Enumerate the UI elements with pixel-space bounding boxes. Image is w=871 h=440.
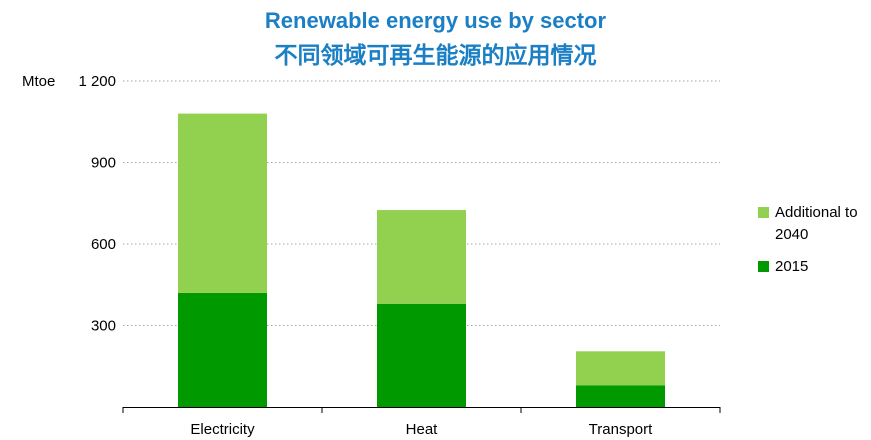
legend-label-additional: Additional to 2040 [775,204,858,243]
x-tick-label-electricity: Electricity [190,421,255,438]
y-tick-label-900: 900 [91,155,116,172]
legend-item-additional: Additional to 2040 [758,202,865,246]
bar-heat-additional [377,210,466,304]
chart-title: Renewable energy use by sector [264,8,607,33]
y-tick-label-300: 300 [91,318,116,335]
x-tick-label-heat: Heat [406,421,439,438]
legend-swatch-additional [758,207,769,218]
legend-item-2015: 2015 [758,256,865,278]
legend-swatch-2015 [758,261,769,272]
legend: Additional to 2040 2015 [758,202,865,288]
bar-electricity-additional [178,113,267,293]
y-axis-unit-label: Mtoe [22,73,55,90]
bar-transport-additional [576,351,665,386]
x-tick-label-transport: Transport [589,421,653,438]
bar-heat-2015 [377,303,466,407]
y-tick-label-1200: 1 200 [78,73,116,90]
bar-transport-2015 [576,385,665,407]
legend-label-2015: 2015 [775,258,809,275]
chart-subtitle: 不同领域可再生能源的应用情况 [274,43,597,69]
y-tick-label-600: 600 [91,236,116,253]
bar-electricity-2015 [178,292,267,407]
